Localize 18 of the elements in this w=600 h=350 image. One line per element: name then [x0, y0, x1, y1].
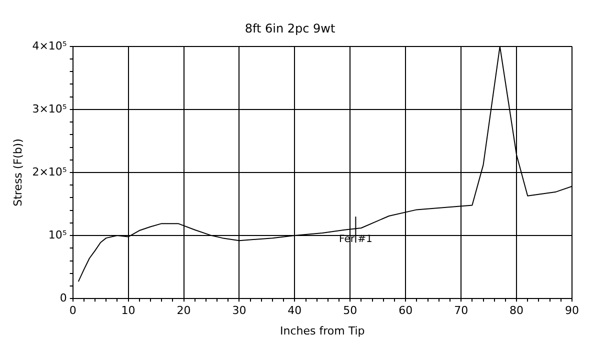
- x-tick-label: 60: [398, 304, 413, 318]
- y-tick-label: 2×10⁵: [32, 165, 67, 178]
- chart-title: 8ft 6in 2pc 9wt: [244, 21, 336, 36]
- y-tick-label: 0: [60, 291, 67, 304]
- x-tick-label: 80: [510, 304, 524, 318]
- x-axis-title: Inches from Tip: [280, 324, 365, 338]
- y-tick-label: 10⁵: [48, 228, 67, 242]
- x-tick-label: 70: [454, 304, 468, 318]
- x-tick-label: 0: [69, 304, 76, 318]
- y-axis-title: Stress (F(b)): [11, 138, 24, 206]
- x-tick-label: 10: [121, 304, 136, 318]
- x-tick-label: 20: [176, 304, 191, 318]
- x-tick-label: 90: [565, 304, 579, 318]
- x-tick-label: 40: [288, 304, 302, 318]
- y-tick-label: 3×10⁵: [32, 102, 67, 116]
- x-tick-label: 50: [343, 304, 358, 318]
- x-tick-label: 30: [232, 304, 246, 318]
- y-tick-label: 4×10⁵: [32, 39, 67, 52]
